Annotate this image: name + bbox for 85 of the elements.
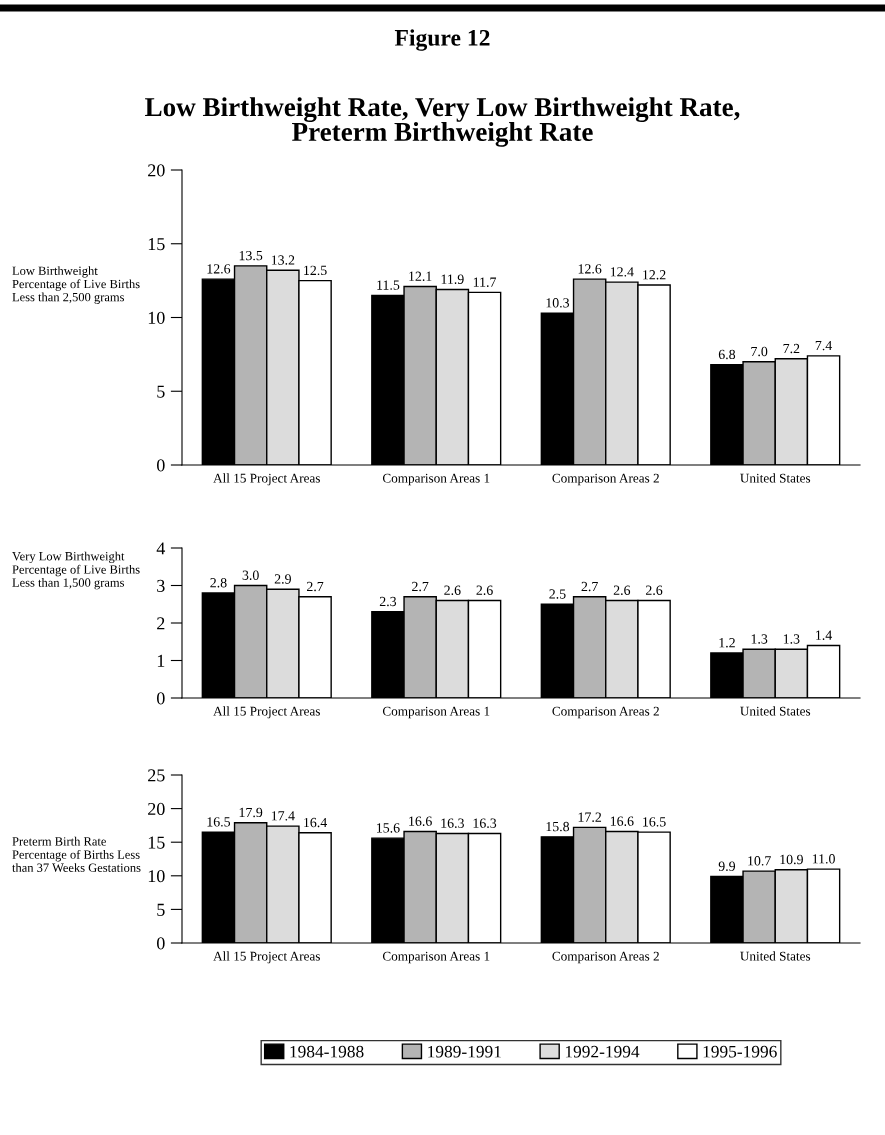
x-tick-label: Comparison Areas 2	[552, 706, 659, 719]
data-label: 17.2	[578, 812, 602, 822]
y-tick-label: 1	[157, 654, 165, 667]
y-axis-title: Very Low Birthweight Percentage of Live Births Less than 1,500 grams	[12, 551, 140, 590]
y-tick-label: 5	[157, 903, 165, 916]
y-tick-label: 0	[156, 692, 165, 705]
data-label: 16.3	[473, 818, 497, 828]
data-label: 11.0	[812, 854, 835, 864]
y-tick-label: 0	[156, 459, 165, 472]
x-tick-label: All 15 Project Areas	[213, 706, 320, 719]
data-label: 16.3	[441, 818, 464, 828]
data-label: 13.2	[271, 255, 295, 265]
x-tick-label: Comparison Areas 2	[552, 951, 659, 964]
data-label: 12.5	[304, 265, 327, 276]
chart-title: Figure 12	[394, 29, 490, 51]
data-label: 12.1	[409, 271, 432, 281]
data-label: 16.4	[304, 817, 327, 828]
data-label: 7.0	[751, 346, 768, 357]
data-label: 16.6	[610, 816, 634, 826]
data-label: 2.8	[210, 578, 227, 588]
x-tick-label: All 15 Project Areas	[213, 473, 320, 486]
y-tick-label: 4	[156, 542, 166, 555]
data-label: 11.7	[473, 277, 497, 287]
y-axis-title: Low Birthweight Percentage of Live Births Less than 2,500 grams	[12, 266, 140, 304]
x-tick-label: Comparison Areas 1	[382, 951, 490, 964]
data-label: 1.2	[719, 638, 735, 648]
y-tick-label: 10	[148, 311, 165, 324]
data-label: 10.3	[546, 298, 570, 308]
y-tick-label: 10	[148, 870, 165, 883]
y-tick-label: 20	[148, 164, 165, 177]
data-label: 16.6	[409, 816, 432, 826]
y-tick-label: 0	[156, 937, 165, 950]
legend-label: 1984-1988	[290, 1045, 364, 1058]
y-tick-label: 2	[157, 617, 165, 630]
data-label: 10.7	[748, 856, 771, 866]
y-tick-label: 5	[157, 385, 165, 398]
data-label: 1.4	[816, 630, 833, 640]
data-label: 12.2	[643, 270, 666, 280]
data-label: 17.4	[271, 811, 295, 821]
y-axis-title: Preterm Birth Rate Percentage of Births Less than 37 Weeks Gestations	[12, 836, 141, 872]
x-tick-label: Comparison Areas 2	[552, 473, 659, 486]
data-label: 12.6	[578, 264, 602, 274]
x-tick-label: Comparison Areas 1	[382, 706, 490, 719]
data-label: 2.9	[274, 574, 291, 584]
data-label: 15.8	[546, 821, 570, 832]
legend-label: 1995-1996	[703, 1045, 777, 1058]
y-tick-label: 3	[157, 579, 165, 592]
data-label: 2.6	[476, 585, 493, 595]
data-label: 2.7	[306, 581, 324, 592]
y-tick-label: 15	[148, 836, 165, 849]
data-label: 9.9	[718, 861, 736, 871]
data-label: 2.7	[581, 581, 598, 592]
data-label: 6.8	[718, 349, 736, 360]
data-label: 2.3	[379, 596, 397, 607]
data-label: 2.7	[412, 581, 429, 592]
data-label: 2.6	[444, 585, 461, 595]
data-label: 16.5	[643, 817, 666, 827]
data-label: 13.5	[239, 250, 263, 261]
data-label: 3.0	[242, 570, 259, 580]
data-label: 2.5	[549, 589, 566, 599]
y-tick-label: 20	[148, 802, 165, 816]
data-label: 12.6	[207, 264, 231, 274]
data-label: 1.3	[751, 634, 768, 644]
x-tick-label: All 15 Project Areas	[213, 951, 320, 964]
legend-label: 1989-1991	[428, 1045, 501, 1058]
data-label: 10.9	[780, 854, 803, 865]
data-label: 15.6	[377, 823, 400, 833]
x-tick-label: United States	[740, 951, 811, 961]
data-label: 2.6	[613, 585, 631, 595]
data-label: 17.9	[239, 807, 263, 818]
data-label: 7.2	[783, 343, 800, 354]
data-label: 11.9	[441, 274, 464, 284]
x-tick-label: United States	[740, 473, 811, 483]
x-tick-label: United States	[740, 706, 811, 716]
y-tick-label: 25	[148, 769, 165, 782]
y-tick-label: 15	[148, 238, 165, 251]
data-label: 2.6	[645, 585, 663, 595]
data-label: 12.4	[610, 267, 634, 277]
legend-label: 1992-1994	[565, 1045, 640, 1058]
x-tick-label: Comparison Areas 1	[382, 473, 490, 486]
data-label: 7.4	[815, 340, 833, 351]
data-label: 1.3	[783, 634, 800, 644]
chart-subtitle: Low Birthweight Rate, Very Low Birthweight Rate, Preterm Birthweight Rate	[145, 97, 740, 147]
data-label: 11.5	[377, 280, 400, 290]
data-label: 16.5	[207, 817, 231, 827]
